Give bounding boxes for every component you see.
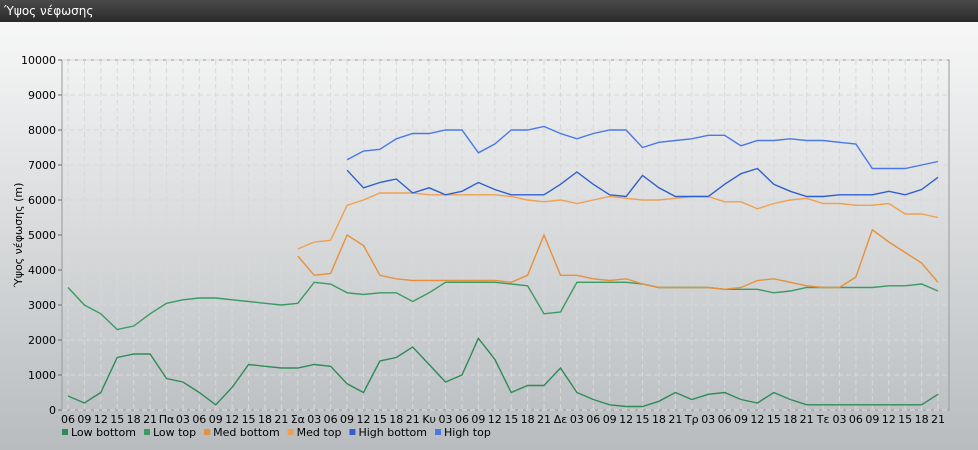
x-tick-label: 12 — [882, 413, 896, 426]
x-tick-label: Δε — [554, 413, 568, 426]
series-line — [297, 192, 939, 250]
x-tick-label: Κυ — [422, 413, 436, 426]
x-tick-label: 21 — [143, 413, 157, 426]
x-tick-label: 21 — [931, 413, 945, 426]
x-tick-label: 21 — [274, 413, 288, 426]
series-line — [67, 281, 939, 331]
x-tick-label: 18 — [127, 413, 141, 426]
x-tick-label: 09 — [603, 413, 617, 426]
x-tick-label: 18 — [652, 413, 666, 426]
legend-swatch — [204, 429, 211, 435]
x-tick-label: 03 — [570, 413, 584, 426]
x-tick-label: 06 — [718, 413, 732, 426]
y-tick-label: 3000 — [28, 299, 56, 312]
legend-label: High top — [444, 426, 491, 439]
legend-swatch — [62, 429, 68, 435]
x-tick-label: 21 — [668, 413, 682, 426]
x-tick-label: Σα — [291, 413, 305, 426]
x-tick-label: 12 — [488, 413, 502, 426]
x-tick-label: 09 — [340, 413, 354, 426]
x-tick-label: 09 — [209, 413, 223, 426]
x-tick-label: 21 — [406, 413, 420, 426]
x-tick-label: 15 — [242, 413, 256, 426]
series-line — [346, 167, 939, 198]
x-tick-label: 12 — [225, 413, 239, 426]
x-tick-label: 21 — [800, 413, 814, 426]
legend-label: Med top — [297, 426, 342, 439]
y-tick-label: 10000 — [21, 54, 56, 67]
x-tick-label: 12 — [94, 413, 108, 426]
y-axis-label: Ύψος νέφωσης (m) — [12, 183, 25, 289]
x-tick-label: 12 — [356, 413, 370, 426]
y-tick-label: 9000 — [28, 89, 56, 102]
x-tick-label: 06 — [586, 413, 600, 426]
legend-label: Med bottom — [213, 426, 280, 439]
panel-title: Ύψος νέφωσης — [0, 0, 978, 22]
x-tick-label: 12 — [619, 413, 633, 426]
x-tick-label: 15 — [373, 413, 387, 426]
x-tick-label: Τρ — [684, 413, 699, 426]
y-tick-label: 1000 — [28, 369, 56, 382]
x-tick-label: 18 — [521, 413, 535, 426]
x-tick-label: 03 — [439, 413, 453, 426]
legend-swatch — [143, 429, 150, 435]
x-tick-label: 06 — [192, 413, 206, 426]
x-tick-label: 03 — [833, 413, 847, 426]
y-tick-label: 2000 — [28, 334, 56, 347]
series-line — [346, 125, 939, 170]
x-tick-label: 03 — [176, 413, 190, 426]
x-tick-label: 06 — [61, 413, 75, 426]
x-tick-label: 09 — [865, 413, 879, 426]
legend-swatch — [435, 429, 441, 435]
x-tick-label: 06 — [455, 413, 469, 426]
x-tick-label: 03 — [307, 413, 321, 426]
series-line — [67, 336, 939, 408]
x-tick-label: 09 — [77, 413, 91, 426]
x-tick-label: 06 — [324, 413, 338, 426]
legend-label: Low top — [153, 426, 196, 439]
series-line — [297, 228, 939, 291]
x-tick-label: 03 — [701, 413, 715, 426]
x-tick-label: 15 — [898, 413, 912, 426]
x-tick-label: 18 — [258, 413, 272, 426]
x-tick-label: Πα — [159, 413, 175, 426]
y-tick-label: 4000 — [28, 264, 56, 277]
x-tick-label: 15 — [767, 413, 781, 426]
x-tick-label: 09 — [734, 413, 748, 426]
y-tick-label: 8000 — [28, 124, 56, 137]
legend-label: Low bottom — [71, 426, 136, 439]
x-tick-label: 18 — [915, 413, 929, 426]
x-tick-label: 21 — [537, 413, 551, 426]
x-tick-label: 18 — [389, 413, 403, 426]
legend-swatch — [349, 429, 356, 435]
y-tick-label: 0 — [49, 404, 56, 417]
x-tick-label: 06 — [849, 413, 863, 426]
legend-label: High bottom — [358, 426, 427, 439]
x-tick-label: 12 — [750, 413, 764, 426]
y-tick-label: 5000 — [28, 229, 56, 242]
x-tick-label: 15 — [504, 413, 518, 426]
x-tick-label: 15 — [110, 413, 124, 426]
chart: Ύψος νέφωσης (m) 0 1000 2000 3000 4000 5000 60… — [12, 54, 950, 439]
x-tick-label: Τε — [816, 413, 830, 426]
legend-swatch — [287, 429, 294, 435]
y-tick-label: 6000 — [28, 194, 56, 207]
y-tick-label: 7000 — [28, 159, 56, 172]
x-tick-label: 15 — [636, 413, 650, 426]
x-tick-label: 09 — [471, 413, 485, 426]
x-tick-label: 18 — [783, 413, 797, 426]
